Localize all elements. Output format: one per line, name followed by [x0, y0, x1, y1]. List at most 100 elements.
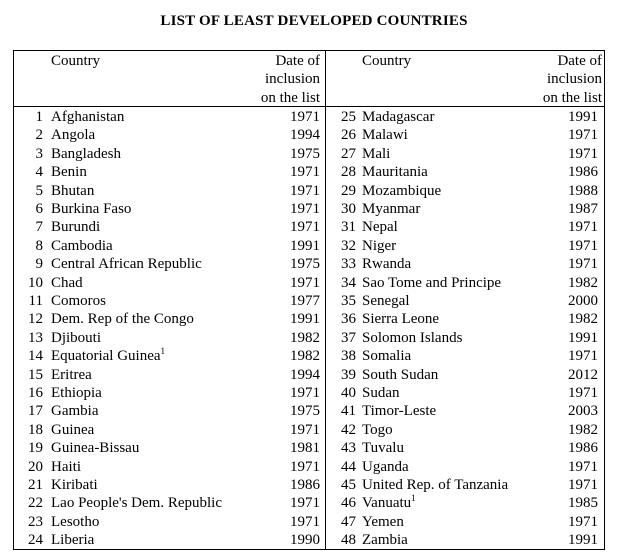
inclusion-year: 1982	[568, 274, 598, 291]
country-name-text: Gambia	[51, 403, 99, 420]
inclusion-year: 1991	[290, 237, 320, 254]
country-name-text: Myanmar	[362, 201, 421, 217]
country-name-text: Niger	[362, 237, 397, 254]
country-name-text: Ethiopia	[51, 385, 102, 401]
country-name-text: Liberia	[51, 532, 95, 549]
row-number: 36	[341, 311, 356, 328]
country-name-text: Tuvalu	[362, 440, 404, 457]
country-name: Cambodia	[51, 237, 113, 255]
page-title: LIST OF LEAST DEVELOPED COUNTRIES	[160, 13, 468, 29]
inclusion-year: 1971	[568, 385, 598, 401]
inclusion-year: 1971	[290, 421, 320, 438]
country-name-text: Chad	[51, 274, 83, 291]
country-name-text: Timor-Leste	[362, 403, 437, 420]
row-number: 42	[341, 421, 356, 438]
inclusion-year: 1987	[568, 201, 598, 217]
country-name-text: Sao Tome and Principe	[362, 274, 502, 291]
row-number: 26	[341, 127, 356, 144]
country-name: Zambia	[362, 531, 408, 549]
country-name: South Sudan	[362, 366, 438, 384]
country-name: Equatorial Guinea1	[51, 347, 165, 365]
country-name: Somalia	[362, 347, 411, 365]
country-name-text: Madagascar	[362, 109, 435, 125]
inclusion-year: 1971	[568, 477, 598, 493]
country-name: Togo	[362, 421, 393, 439]
country-name: Mozambique	[362, 182, 441, 200]
country-name: Senegal	[362, 292, 409, 310]
inclusion-year: 1982	[568, 311, 598, 328]
row-number: 30	[341, 201, 356, 217]
row-number: 47	[341, 513, 356, 530]
row-number: 40	[341, 385, 356, 401]
header-divider	[14, 106, 604, 107]
inclusion-year: 1986	[568, 164, 598, 181]
country-name-text: Malawi	[362, 127, 408, 144]
row-number: 21	[28, 477, 43, 493]
row-number: 34	[341, 274, 356, 291]
inclusion-year: 1985	[568, 495, 598, 512]
country-name: Rwanda	[362, 255, 411, 273]
country-name: Yemen	[362, 513, 404, 531]
country-name-text: Guinea	[51, 421, 95, 438]
row-number: 3	[35, 145, 44, 162]
country-name: Central African Republic	[51, 255, 202, 273]
inclusion-year: 1971	[568, 256, 598, 273]
country-name: Mauritania	[362, 163, 428, 181]
inclusion-year: 1994	[290, 366, 320, 383]
country-name: Haiti	[51, 458, 81, 476]
row-number: 6	[35, 201, 44, 217]
country-name-text: Comoros	[51, 293, 107, 309]
row-number: 32	[341, 237, 356, 254]
country-name: Lesotho	[51, 513, 99, 531]
country-name: United Rep. of Tanzania	[362, 476, 508, 494]
country-name-text: Burkina Faso	[51, 201, 132, 217]
row-number: 48	[341, 532, 356, 549]
country-name-text: Benin	[51, 164, 87, 181]
country-name: Bhutan	[51, 182, 94, 200]
country-name: Sudan	[362, 384, 400, 402]
country-name: Madagascar	[362, 108, 434, 126]
inclusion-year: 1975	[290, 256, 320, 273]
inclusion-year: 1971	[568, 458, 598, 475]
row-number: 20	[28, 458, 43, 475]
row-number: 25	[341, 109, 356, 125]
inclusion-year: 1971	[568, 513, 598, 530]
row-number: 8	[35, 237, 44, 254]
inclusion-year: 2000	[568, 293, 598, 309]
footnote-marker: 1	[160, 346, 166, 357]
country-name-text: Zambia	[362, 532, 408, 549]
row-number: 35	[341, 293, 356, 309]
country-name: Chad	[51, 274, 83, 292]
row-number: 14	[28, 348, 43, 365]
row-number: 13	[28, 329, 43, 346]
inclusion-year: 1971	[290, 495, 320, 512]
inclusion-year: 1971	[568, 145, 598, 162]
row-number: 11	[28, 293, 43, 309]
country-name: Bangladesh	[51, 145, 121, 163]
footnote-marker: 1	[411, 493, 416, 504]
country-name-text: Mozambique	[362, 182, 442, 199]
country-name: Guinea-Bissau	[51, 439, 139, 457]
row-number: 2	[35, 127, 44, 144]
country-name: Dem. Rep of the Congo	[51, 310, 194, 328]
inclusion-year: 1982	[568, 421, 598, 438]
country-name: Myanmar	[362, 200, 420, 218]
country-name: Benin	[51, 163, 87, 181]
country-name-text: Sudan	[362, 385, 400, 401]
row-number: 37	[341, 329, 356, 346]
inclusion-year: 2003	[568, 403, 598, 420]
inclusion-year: 1971	[290, 201, 320, 217]
country-name: Vanuatu1	[362, 494, 416, 512]
inclusion-year: 1986	[568, 440, 598, 457]
inclusion-year: 1991	[568, 329, 598, 346]
country-name-text: Togo	[362, 421, 393, 438]
country-name-text: Angola	[51, 127, 96, 144]
inclusion-year: 1975	[290, 145, 320, 162]
country-name: Liberia	[51, 531, 94, 549]
inclusion-year: 1994	[290, 127, 320, 144]
country-name: Djibouti	[51, 329, 101, 347]
country-name-text: Yemen	[362, 513, 404, 530]
country-name: Nepal	[362, 218, 398, 236]
row-number: 17	[28, 403, 43, 420]
header-date-line: Date of	[557, 53, 602, 69]
